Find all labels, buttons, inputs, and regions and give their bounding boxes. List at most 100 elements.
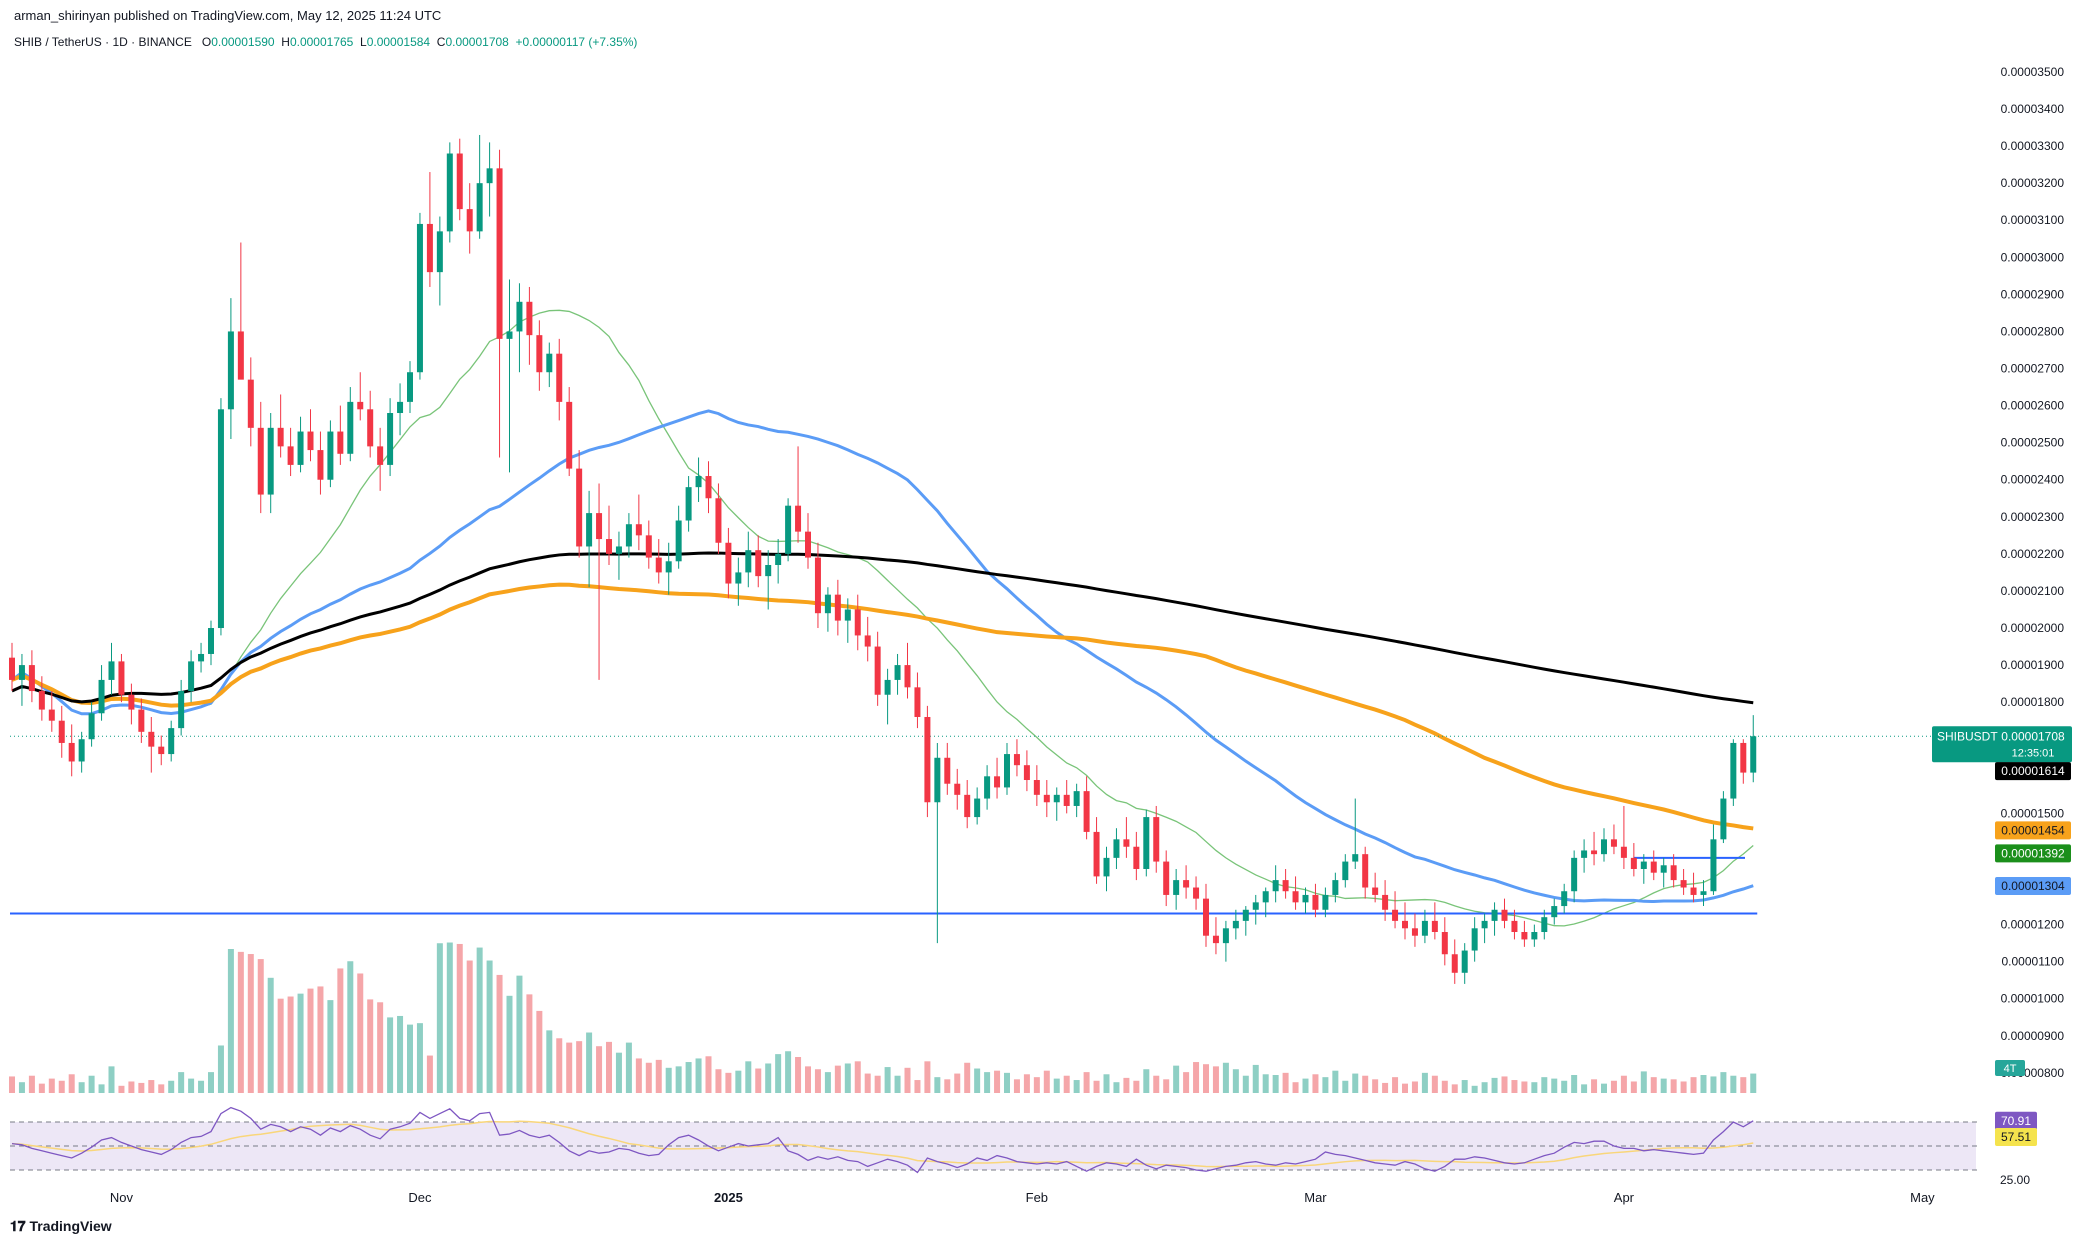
candle-body [1143,817,1150,869]
candle [596,483,603,680]
candle [1730,739,1737,806]
candle-body [1342,861,1349,881]
volume-bar [1561,1080,1568,1093]
candle-body [426,223,433,273]
ohlc-l-value: 0.00001584 [366,35,431,49]
candle-body [307,431,314,451]
candle [1352,798,1359,869]
candle [347,387,354,462]
time-axis[interactable]: NovDec2025FebMarAprMayJun [110,1190,2084,1205]
volume-bar [466,960,473,1093]
candle-body [1750,736,1757,773]
candle-body [576,468,583,547]
candle [924,705,931,818]
candle [118,653,125,703]
candle-body [1521,932,1528,940]
candle [1501,898,1508,929]
price-tick-label: 0.00002600 [2001,399,2065,413]
candle [1421,909,1428,944]
volume-bar [118,1085,125,1093]
price-axis[interactable]: 0.00003500 0.00003400 0.00003300 0.00003200… [2001,65,2065,1080]
volume-bar [1680,1081,1687,1093]
candle-body [1491,909,1498,921]
volume-bar [1262,1074,1269,1093]
volume-bar [1332,1070,1339,1093]
tradingview-logo[interactable]: 𝟏𝟕 TradingView [10,1218,112,1235]
candle [1232,909,1239,940]
candle-body [1083,791,1090,832]
candle-body [188,661,195,692]
volume-bar [1650,1077,1657,1093]
candle [824,587,831,632]
candle [814,542,821,629]
price-tick-label: 0.00003100 [2001,213,2065,227]
candle [1272,865,1279,903]
candle-body [217,409,224,629]
volume-bar [775,1054,782,1093]
volume-bars [9,942,1757,1093]
candle [217,398,224,636]
candle [914,672,921,729]
candle-body [635,524,642,536]
candle [168,720,175,762]
candle-body [1571,857,1578,892]
candle [1511,909,1518,940]
candle-body [78,739,85,762]
candle-body [655,557,662,573]
candle [844,598,851,643]
volume-bar [685,1062,692,1093]
volume-bar [606,1041,612,1093]
volume-bar [755,1068,762,1093]
candle-body [1093,831,1100,877]
price-tick-label: 0.00001200 [2001,918,2065,932]
last-price-symbol: SHIBUSDT [1937,729,1998,743]
volume-bar [68,1074,75,1093]
candle [1073,783,1080,818]
candle-body [486,168,493,184]
candle [1372,872,1379,903]
candle [864,616,871,662]
ma-20-badge-bg [1995,844,2071,863]
candle [327,420,334,488]
candle-body [88,713,95,740]
candle [795,446,802,543]
volume-bar [735,1070,742,1093]
candle-body [775,553,782,565]
volume-bar [914,1080,921,1093]
candle [665,542,672,595]
ma-50-badge-bg [1995,877,2071,896]
candle [297,416,304,473]
candle [1004,742,1010,795]
price-tick-label: 0.00002800 [2001,324,2065,338]
candle-body [287,446,294,465]
candle-body [1292,891,1299,903]
price-tick-label: 0.00003000 [2001,250,2065,264]
candle-body [476,183,483,232]
candle [1212,917,1219,955]
candle [1461,943,1468,984]
ma-20-badge: 0.00001392 [2001,846,2065,860]
volume-bar [158,1084,165,1093]
candle-body [586,513,593,547]
candle-body [755,550,762,577]
candle [307,409,314,462]
ma-200-badge-bg [1995,762,2071,781]
symbol-legend[interactable]: SHIB / TetherUS · 1D · BINANCE O0.000015… [14,35,637,49]
volume-bar [1004,1072,1010,1093]
volume-bar [108,1066,115,1093]
volume-bar [695,1058,702,1093]
rsi-ma-badge: 57.51 [2001,1130,2031,1144]
volume-bar [1372,1079,1379,1093]
volume-bar [1421,1072,1428,1093]
candle-body [327,431,334,480]
candle [198,642,205,673]
candle-body [1382,894,1389,910]
candle-body [1690,887,1697,895]
volume-badge-bg [1995,1060,2025,1076]
candle [1481,913,1488,944]
volume-bar [1053,1078,1060,1093]
volume-bar [1750,1073,1757,1093]
candle [904,642,911,699]
price-tick-label: 0.00002400 [2001,473,2065,487]
